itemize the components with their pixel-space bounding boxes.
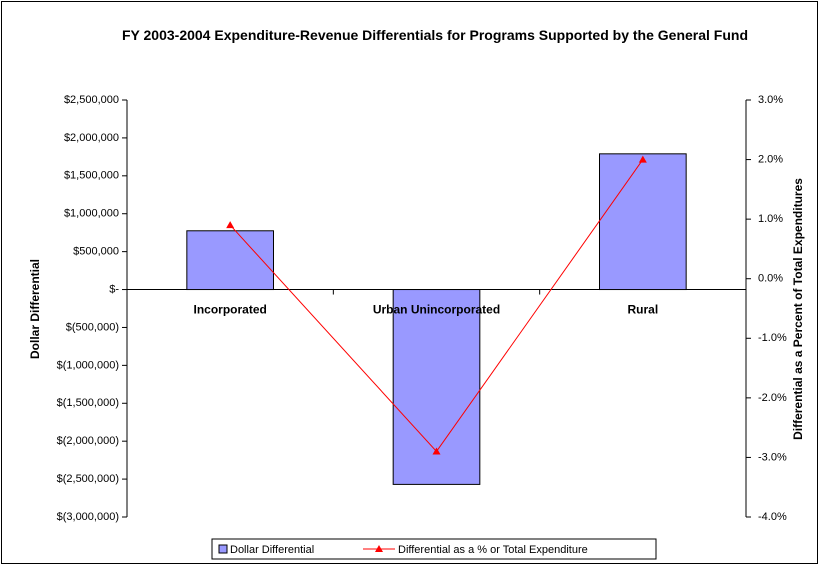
y2-tick-label: 1.0% xyxy=(758,213,783,225)
y-axis-label: Dollar Differential xyxy=(28,259,42,359)
marker xyxy=(432,447,441,455)
legend-label: Dollar Differential xyxy=(230,544,314,556)
y2-tick-label: 2.0% xyxy=(758,153,783,165)
y-tick-label: $2,000,000 xyxy=(64,132,119,144)
y2-tick-label: 3.0% xyxy=(758,94,783,106)
y-tick-label: $1,000,000 xyxy=(64,208,119,220)
y2-tick-label: -2.0% xyxy=(758,392,787,404)
legend-swatch xyxy=(218,544,228,554)
y-tick-label: $(1,000,000) xyxy=(57,359,119,371)
legend-marker xyxy=(375,545,383,552)
y-tick-label: $- xyxy=(109,283,119,295)
marker xyxy=(226,221,235,229)
bar xyxy=(392,289,481,485)
marker xyxy=(638,155,647,163)
x-tick-label: Rural xyxy=(627,303,658,317)
y-tick-label: $(2,000,000) xyxy=(57,435,119,447)
chart-title: FY 2003-2004 Expenditure-Revenue Differe… xyxy=(121,27,748,43)
y2-tick-label: -3.0% xyxy=(758,451,787,463)
y2-tick-label: -4.0% xyxy=(758,511,787,523)
legend xyxy=(211,538,657,560)
y-tick-label: $2,500,000 xyxy=(64,94,119,106)
y-tick-label: $(1,500,000) xyxy=(57,397,119,409)
y-tick-label: $(2,500,000) xyxy=(57,473,119,485)
bar xyxy=(599,153,687,291)
bar xyxy=(186,230,274,291)
x-tick-label: Incorporated xyxy=(193,303,266,317)
x-tick-label: Urban Unincorporated xyxy=(373,303,500,317)
y2-tick-label: 0.0% xyxy=(758,273,783,285)
y2-tick-label: -1.0% xyxy=(758,332,787,344)
y-tick-label: $(500,000) xyxy=(66,321,119,333)
y-tick-label: $(3,000,000) xyxy=(57,511,119,523)
y-tick-label: $500,000 xyxy=(73,246,119,258)
y-tick-label: $1,500,000 xyxy=(64,170,119,182)
legend-label: Differential as a % or Total Expenditure xyxy=(398,544,588,556)
y2-axis-label: Differential as a Percent of Total Expen… xyxy=(791,178,805,440)
